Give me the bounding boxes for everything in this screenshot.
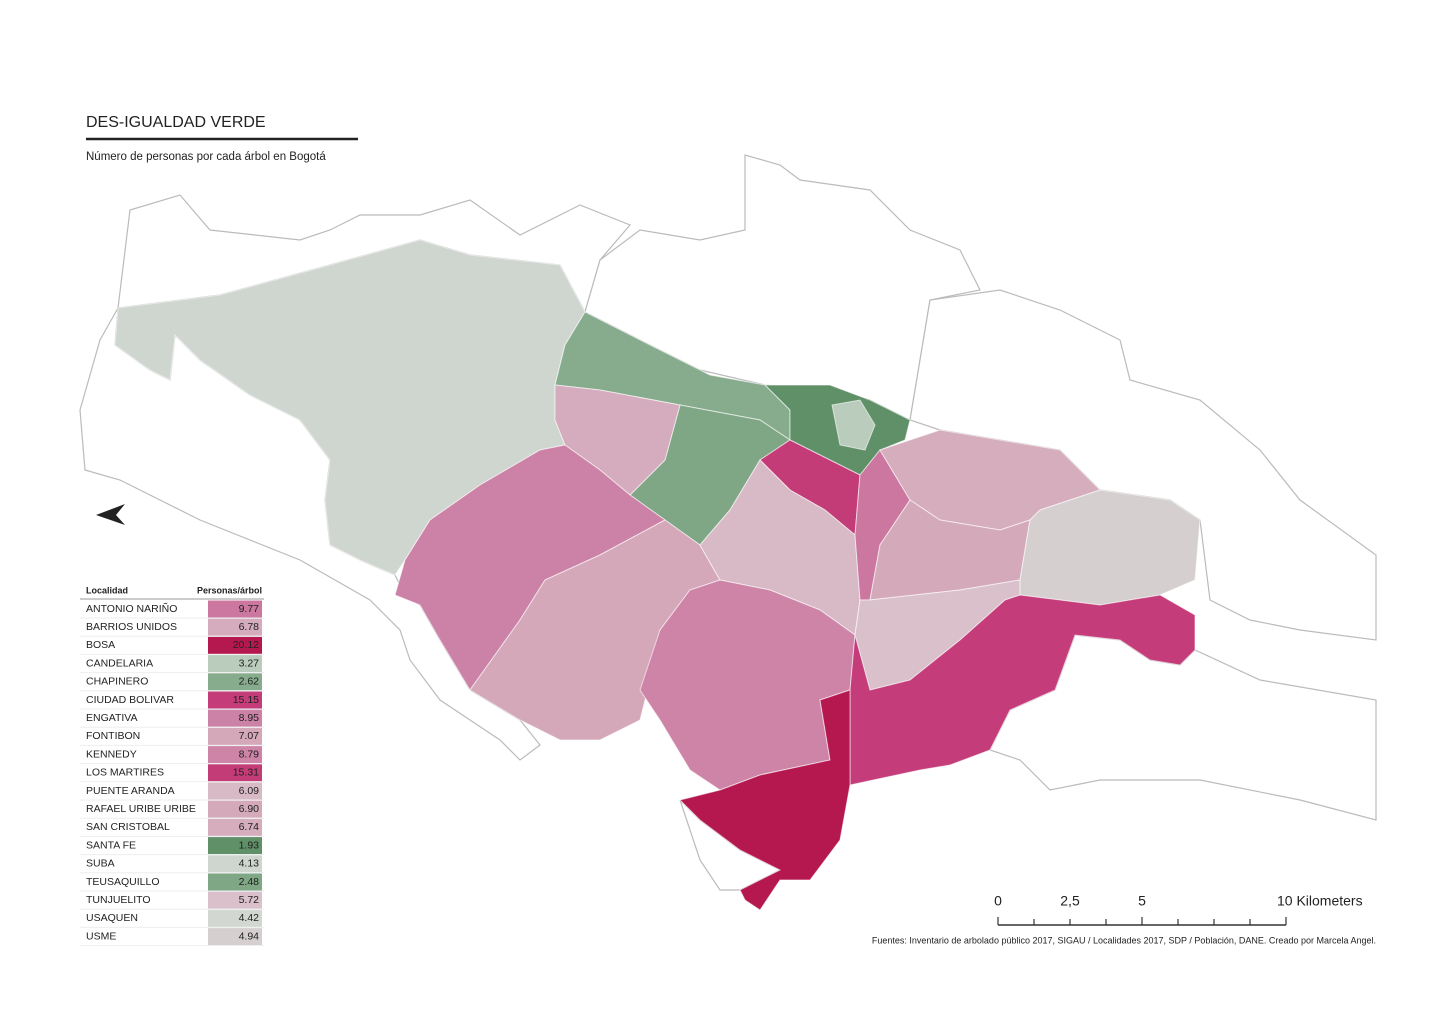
locality-value: 8.95	[239, 712, 260, 724]
locality-value: 7.07	[239, 730, 260, 742]
locality-value: 1.93	[239, 839, 260, 851]
locality-name: SANTA FE	[86, 839, 136, 851]
district	[394, 444, 666, 691]
locality-name: USME	[86, 930, 116, 942]
locality-value: 6.09	[239, 785, 260, 797]
district	[831, 399, 876, 451]
table-header: Personas/árbol	[197, 585, 262, 595]
value-cell	[208, 873, 262, 891]
value-cell	[208, 600, 262, 618]
locality-value: 15.15	[233, 694, 259, 706]
value-cell	[208, 746, 262, 764]
title: DES-IGUALDAD VERDE	[86, 114, 266, 131]
locality-value: 4.94	[239, 930, 260, 942]
neighbors	[79, 154, 1377, 891]
value-cell	[208, 891, 262, 909]
locality-name: CANDELARIA	[86, 657, 153, 669]
table-rows: ANTONIO NARIÑO 9.77 BARRIOS UNIDOS 6.78 BOSA…	[80, 600, 264, 947]
locality-name: ANTONIO NARIÑO	[86, 602, 177, 615]
locality-name: ENGATIVA	[86, 712, 138, 724]
locality-name: USAQUEN	[86, 912, 138, 924]
value-cell	[208, 618, 262, 636]
value-cell	[208, 928, 262, 946]
value-cell	[208, 636, 262, 654]
locality-value: 2.48	[239, 876, 260, 888]
value-cell	[208, 764, 262, 782]
value-cell	[208, 655, 262, 673]
locality-name: LOS MARTIRES	[86, 767, 164, 779]
value-cell	[208, 727, 262, 745]
locality-value: 4.42	[239, 912, 260, 924]
scale-label: 0	[994, 893, 1002, 909]
locality-value: 15.31	[233, 767, 259, 779]
locality-value: 6.74	[239, 821, 260, 833]
locality-value: 3.27	[239, 657, 260, 669]
source: Fuentes: Inventario de arbolado público …	[872, 935, 1376, 945]
value-cell	[208, 855, 262, 873]
scale-label: 5	[1138, 893, 1146, 909]
locality-name: CHAPINERO	[86, 676, 148, 688]
districts	[114, 239, 1201, 911]
locality-name: SAN CRISTOBAL	[86, 821, 170, 833]
locality-value: 6.90	[239, 803, 260, 815]
subtitle: Número de personas por cada árbol en Bog…	[86, 151, 326, 163]
district	[679, 689, 851, 911]
value-cell	[208, 673, 262, 691]
locality-name: RAFAEL URIBE URIBE	[86, 803, 196, 815]
locality-value: 9.77	[239, 603, 260, 615]
value-cell	[208, 709, 262, 727]
value-cell	[208, 782, 262, 800]
scale-label: 10 Kilometers	[1277, 893, 1363, 909]
locality-value: 6.78	[239, 621, 260, 633]
scale-label: 2,5	[1060, 893, 1080, 909]
scale-ticks	[997, 917, 1287, 925]
district	[849, 594, 1196, 786]
value-cell	[208, 909, 262, 927]
district	[1019, 489, 1201, 606]
locality-name: TEUSAQUILLO	[86, 876, 160, 888]
locality-name: KENNEDY	[86, 748, 137, 760]
value-cell	[208, 800, 262, 818]
locality-value: 5.72	[239, 894, 260, 906]
locality-value: 8.79	[239, 748, 260, 760]
locality-name: CIUDAD BOLIVAR	[86, 694, 174, 706]
table-header: Localidad	[86, 585, 128, 595]
north-arrow	[96, 504, 125, 525]
locality-value: 20.12	[233, 639, 259, 651]
locality-name: PUENTE ARANDA	[86, 785, 175, 797]
scale-bar: 0 2,5 5 10 Kilometers	[994, 893, 1363, 926]
value-cell	[208, 837, 262, 855]
value-cell	[208, 818, 262, 836]
locality-name: TUNJUELITO	[86, 894, 151, 906]
locality-name: FONTIBON	[86, 730, 140, 742]
value-cell	[208, 691, 262, 709]
locality-value: 4.13	[239, 858, 260, 870]
locality-name: BARRIOS UNIDOS	[86, 621, 177, 633]
locality-name: SUBA	[86, 858, 115, 870]
locality-value: 2.62	[239, 676, 260, 688]
locality-name: BOSA	[86, 639, 115, 651]
